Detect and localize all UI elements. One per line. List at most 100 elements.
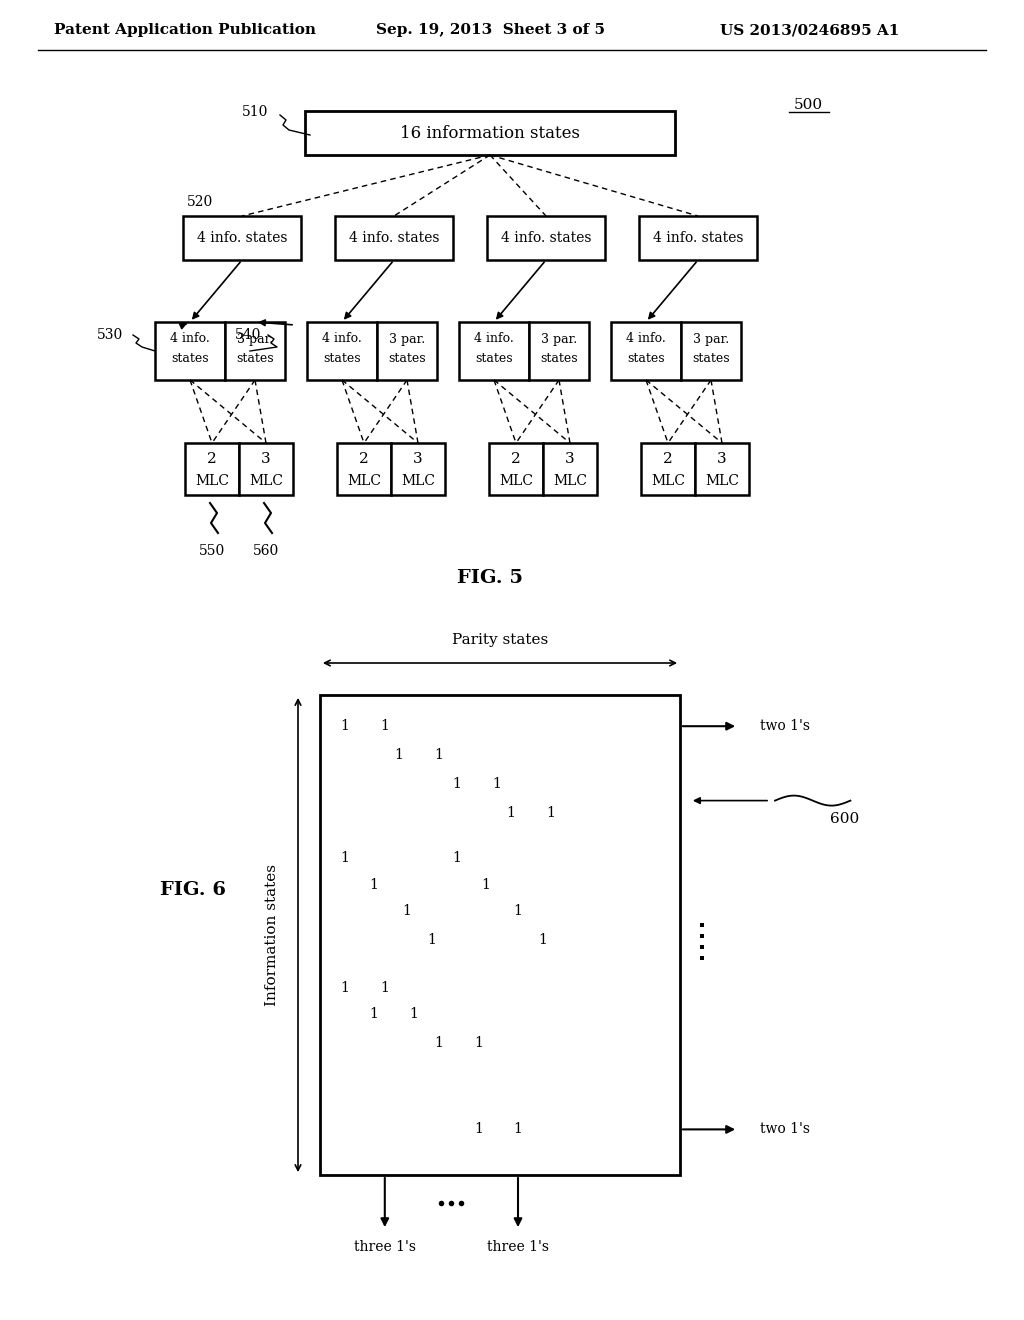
Text: 550: 550 (199, 544, 225, 558)
Bar (487, 216, 605, 260)
Bar (337, 444, 391, 495)
Text: 1: 1 (427, 933, 436, 946)
Bar (695, 444, 749, 495)
Text: MLC: MLC (553, 474, 587, 488)
Bar (611, 322, 681, 380)
Text: 3 par.: 3 par. (541, 333, 578, 346)
Text: 1: 1 (514, 1122, 522, 1137)
Text: 2: 2 (207, 451, 217, 466)
Text: FIG. 5: FIG. 5 (457, 569, 523, 587)
Text: 3: 3 (261, 451, 270, 466)
Text: 1: 1 (492, 776, 501, 791)
Bar (543, 444, 597, 495)
Text: 1: 1 (341, 719, 349, 733)
Text: 1: 1 (453, 851, 461, 865)
Text: states: states (692, 352, 730, 366)
Text: 540: 540 (234, 327, 261, 342)
Text: 1: 1 (434, 748, 443, 762)
Text: 520: 520 (186, 195, 213, 209)
Text: 3: 3 (565, 451, 574, 466)
Text: states: states (388, 352, 426, 366)
Text: 1: 1 (474, 1122, 483, 1137)
Text: Information states: Information states (265, 865, 279, 1006)
Text: 1: 1 (380, 981, 389, 995)
Bar (459, 322, 529, 380)
Text: 500: 500 (794, 98, 822, 112)
Text: MLC: MLC (401, 474, 435, 488)
Text: states: states (541, 352, 578, 366)
Text: Parity states: Parity states (452, 634, 548, 647)
Text: 1: 1 (434, 1036, 443, 1049)
Text: US 2013/0246895 A1: US 2013/0246895 A1 (720, 22, 900, 37)
Text: 1: 1 (514, 904, 522, 917)
Bar (335, 216, 453, 260)
Text: 3 par.: 3 par. (237, 333, 273, 346)
Bar (377, 322, 437, 380)
Text: Sep. 19, 2013  Sheet 3 of 5: Sep. 19, 2013 Sheet 3 of 5 (376, 22, 604, 37)
Text: MLC: MLC (651, 474, 685, 488)
Text: 1: 1 (395, 748, 403, 762)
Text: 4 info. states: 4 info. states (197, 231, 288, 246)
Bar (489, 444, 543, 495)
Text: 2: 2 (359, 451, 369, 466)
Text: 530: 530 (97, 327, 123, 342)
Text: 3: 3 (717, 451, 727, 466)
Bar (239, 444, 293, 495)
Bar (155, 322, 225, 380)
Bar (183, 216, 301, 260)
Text: two 1's: two 1's (760, 719, 810, 733)
Text: 2: 2 (664, 451, 673, 466)
Text: 1: 1 (506, 805, 515, 820)
Text: 4 info. states: 4 info. states (349, 231, 439, 246)
Text: 1: 1 (370, 1007, 379, 1022)
Text: 16 information states: 16 information states (400, 124, 580, 141)
Text: Patent Application Publication: Patent Application Publication (54, 22, 316, 37)
Text: 1: 1 (453, 776, 461, 791)
Text: 4 info.: 4 info. (474, 333, 514, 346)
Text: MLC: MLC (195, 474, 229, 488)
Text: 2: 2 (511, 451, 521, 466)
Text: 3 par.: 3 par. (389, 333, 425, 346)
Bar (391, 444, 445, 495)
Text: 510: 510 (242, 106, 268, 119)
Text: 1: 1 (410, 1007, 418, 1022)
Text: 1: 1 (341, 981, 349, 995)
Bar (185, 444, 239, 495)
Text: 4 info. states: 4 info. states (501, 231, 591, 246)
Text: 560: 560 (253, 544, 280, 558)
Text: 4 info.: 4 info. (170, 333, 210, 346)
Bar (681, 322, 741, 380)
Bar (529, 322, 589, 380)
Text: states: states (324, 352, 360, 366)
Text: 1: 1 (380, 719, 389, 733)
Text: states: states (475, 352, 513, 366)
Bar (225, 322, 285, 380)
Text: 1: 1 (402, 904, 411, 917)
Text: FIG. 6: FIG. 6 (160, 880, 226, 899)
Text: 1: 1 (341, 851, 349, 865)
Text: MLC: MLC (705, 474, 739, 488)
Text: MLC: MLC (249, 474, 283, 488)
Text: 4 info. states: 4 info. states (652, 231, 743, 246)
Text: 1: 1 (546, 805, 555, 820)
Text: MLC: MLC (499, 474, 534, 488)
Text: 1: 1 (481, 878, 490, 891)
Text: 600: 600 (830, 812, 859, 825)
Text: states: states (627, 352, 665, 366)
Bar (307, 322, 377, 380)
Text: three 1's: three 1's (487, 1239, 549, 1254)
Text: 3 par.: 3 par. (693, 333, 729, 346)
Text: 4 info.: 4 info. (323, 333, 361, 346)
Text: 4 info.: 4 info. (626, 333, 666, 346)
Text: MLC: MLC (347, 474, 381, 488)
Text: 3: 3 (414, 451, 423, 466)
Bar (639, 216, 757, 260)
Bar (319, 696, 680, 1175)
Text: three 1's: three 1's (354, 1239, 416, 1254)
Text: 1: 1 (539, 933, 548, 946)
Bar (641, 444, 695, 495)
Text: 1: 1 (370, 878, 379, 891)
Text: states: states (171, 352, 209, 366)
Text: 1: 1 (474, 1036, 483, 1049)
Bar (305, 111, 675, 154)
